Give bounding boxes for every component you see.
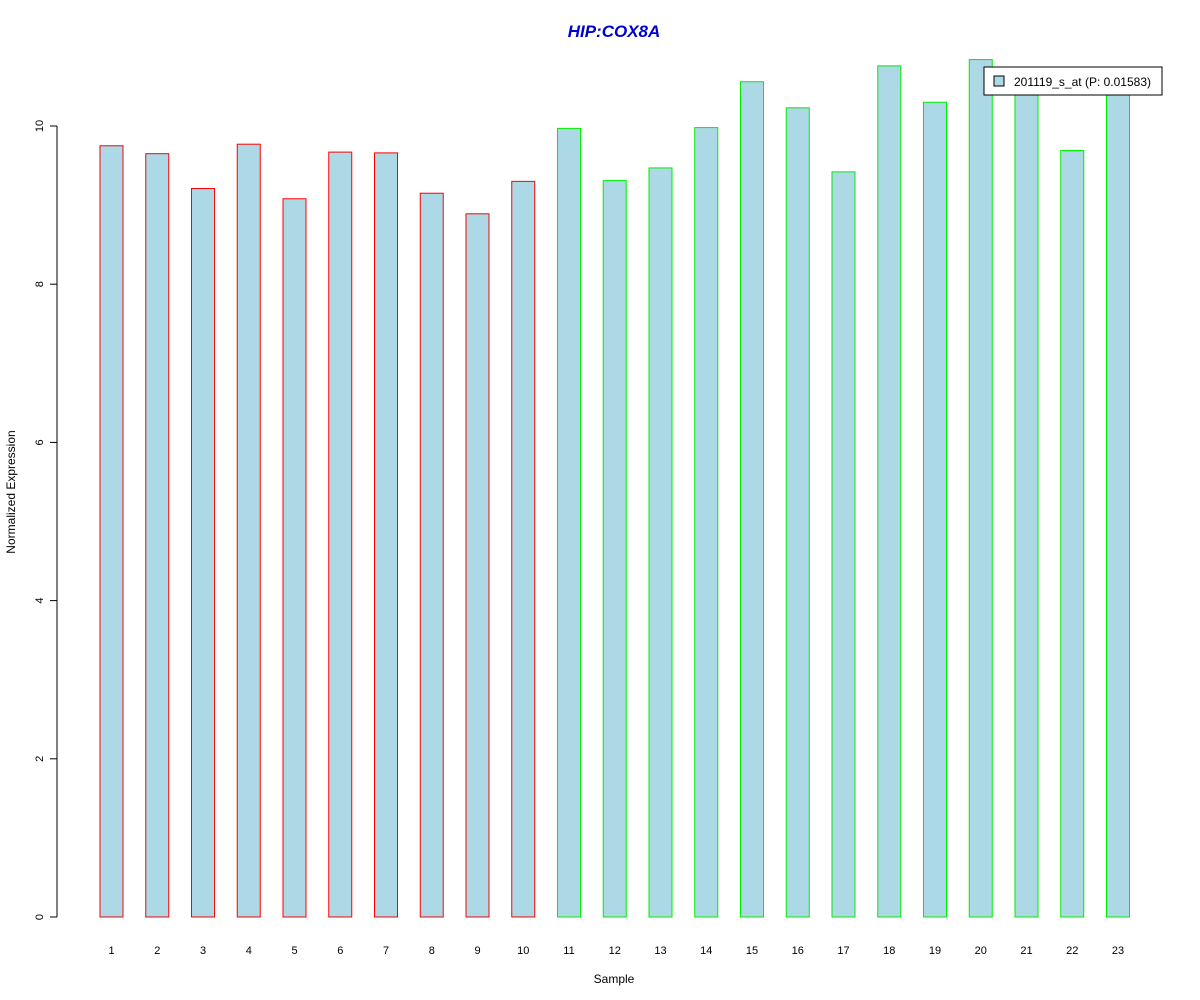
bar-sample-23 [1106, 81, 1130, 918]
x-tick-label: 14 [700, 945, 712, 957]
x-tick-label: 2 [154, 945, 160, 957]
x-tick-label: 21 [1020, 945, 1032, 957]
bar-sample-12 [602, 180, 627, 918]
y-axis: 0 2 4 6 8 10 [34, 120, 58, 920]
x-tick-label: 1 [108, 945, 114, 957]
x-tick-label: 3 [200, 945, 206, 957]
bar-sample-13 [648, 167, 673, 918]
x-tick-label: 20 [975, 945, 987, 957]
y-tick-label: 2 [34, 756, 46, 762]
bar-sample-19 [923, 101, 947, 918]
x-tick-label: 23 [1112, 945, 1124, 957]
bar-sample-2 [145, 153, 170, 918]
x-tick-label: 12 [609, 945, 621, 957]
bar-sample-1 [99, 145, 124, 918]
bar-sample-10 [511, 180, 536, 918]
bar-sample-20 [968, 59, 993, 918]
bar-sample-8 [419, 192, 444, 918]
x-tick-label: 18 [883, 945, 895, 957]
x-tick-label: 11 [563, 945, 574, 957]
y-tick-label: 8 [34, 281, 46, 287]
x-tick-label: 6 [337, 945, 343, 957]
x-tick-label: 4 [246, 945, 252, 957]
chart-title: HIP:COX8A [568, 22, 661, 41]
x-tick-label: 17 [837, 945, 849, 957]
x-tick-label: 16 [792, 945, 804, 957]
x-tick-label: 13 [654, 945, 666, 957]
bar-sample-22 [1060, 150, 1085, 918]
bar-sample-7 [374, 152, 398, 918]
x-tick-label: 19 [929, 945, 941, 957]
legend: 201119_s_at (P: 0.01583) [983, 66, 1163, 96]
legend-swatch [993, 75, 1005, 87]
bar-sample-11 [557, 127, 581, 918]
x-tick-label: 15 [746, 945, 758, 957]
bar-sample-6 [328, 151, 353, 918]
bar-sample-21 [1014, 81, 1039, 918]
x-tick-label: 5 [291, 945, 297, 957]
x-tick-label: 8 [429, 945, 435, 957]
bar-sample-16 [785, 107, 810, 918]
y-tick-label: 10 [34, 120, 46, 132]
legend-entry: 201119_s_at (P: 0.01583) [1014, 75, 1151, 89]
x-tick-label: 22 [1066, 945, 1078, 957]
bar-sample-14 [694, 127, 719, 918]
y-tick-label: 0 [34, 914, 46, 920]
x-axis-label: Sample [594, 972, 635, 986]
bar-sample-3 [191, 187, 215, 918]
y-axis-label: Normalized Expression [4, 430, 18, 553]
x-tick-label: 7 [383, 945, 389, 957]
bar-sample-18 [877, 65, 902, 918]
bar-sample-17 [831, 171, 856, 918]
x-tick-label: 9 [474, 945, 480, 957]
bars-group [99, 59, 1130, 918]
bar-sample-9 [465, 213, 490, 918]
bar-sample-4 [236, 143, 261, 918]
x-axis-ticks: 1 2 3 4 5 6 7 8 9 10 11 12 13 14 15 16 17 18 19 20 21 22 23 [108, 945, 1124, 957]
y-tick-label: 6 [34, 439, 46, 445]
bar-sample-5 [282, 198, 307, 918]
x-tick-label: 10 [517, 945, 529, 957]
bar-sample-15 [740, 81, 764, 918]
legend-box [983, 66, 1163, 96]
y-tick-label: 4 [34, 598, 46, 604]
